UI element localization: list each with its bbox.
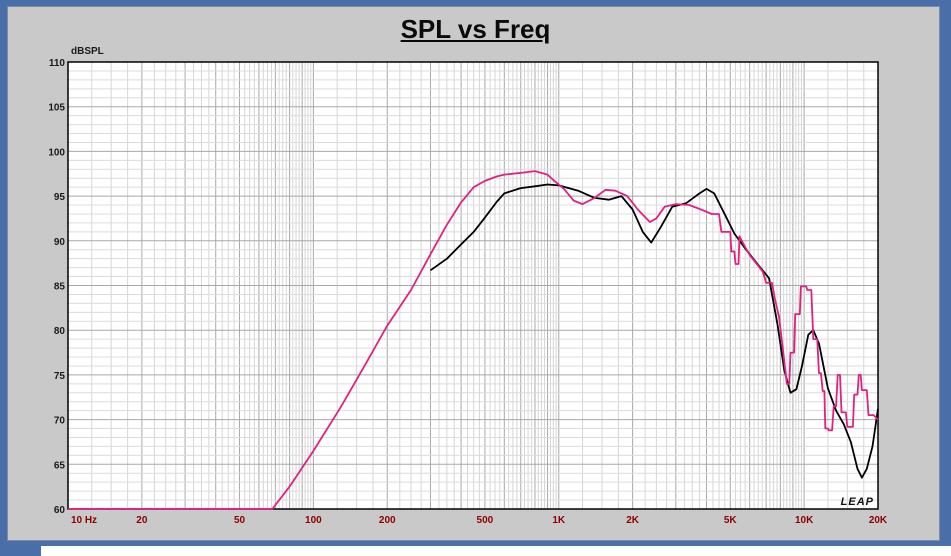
x-tick-label: 20K (869, 515, 888, 526)
x-tick-label: 2K (626, 515, 640, 526)
y-tick-label: 95 (54, 192, 66, 203)
y-tick-label: 70 (54, 416, 66, 427)
y-tick-label: 105 (48, 103, 65, 114)
x-tick-label: 100 (305, 515, 322, 526)
x-tick-label: 10K (795, 515, 814, 526)
y-tick-label: 100 (48, 147, 65, 158)
x-tick-label: 50 (234, 515, 246, 526)
plot-border (67, 61, 879, 510)
x-tick-label: 1K (552, 515, 566, 526)
y-tick-label: 85 (54, 282, 66, 293)
y-tick-label: 65 (54, 460, 66, 471)
y-axis-label: dBSPL (71, 46, 104, 57)
y-tick-label: 60 (54, 505, 66, 516)
x-tick-label: 5K (724, 515, 738, 526)
series-line-black (429, 183, 879, 479)
y-tick-label: 110 (49, 58, 66, 69)
leap-watermark: LEAP (841, 496, 874, 508)
x-tick-label: 500 (477, 515, 494, 526)
x-tick-label: 10 Hz (71, 515, 97, 526)
series-line-magenta (68, 170, 879, 510)
bottom-strip (41, 546, 951, 556)
chart-title: SPL vs Freq (400, 14, 551, 44)
x-tick-label: 200 (379, 515, 396, 526)
x-tick-label: 20 (136, 515, 148, 526)
y-tick-label: 80 (54, 326, 66, 337)
y-tick-label: 90 (54, 237, 66, 248)
y-tick-label: 75 (54, 371, 66, 382)
